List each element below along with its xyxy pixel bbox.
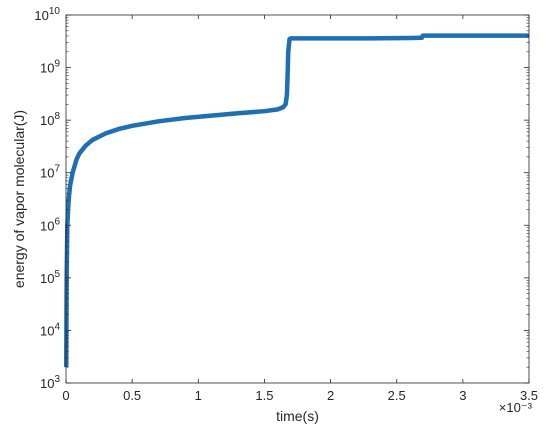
x-tick-label: 1.5 [255,388,273,403]
series-line-0 [64,33,529,368]
y-tick-label: 107 [40,164,60,181]
series-layer [64,33,529,368]
y-tick-label: 103 [40,374,60,391]
x-tick-label: 2.5 [388,388,406,403]
y-tick-label: 109 [40,59,60,76]
x-tick-label: 0.5 [123,388,141,403]
plot-area [66,15,529,383]
x-tick-label: 1 [195,388,202,403]
y-tick-label: 1010 [34,6,60,23]
y-tick-label: 104 [40,321,60,338]
y-tick-label: 105 [40,269,60,286]
x-tick-label: 0 [62,388,69,403]
y-tick-label: 108 [40,111,60,128]
x-tick-label: 3.5 [520,388,538,403]
x-tick-label: 3 [459,388,466,403]
x-axis-label: time(s) [276,408,319,424]
y-axis-label: energy of vapor molecular(J) [11,110,27,288]
y-tick-label: 106 [40,216,60,233]
axes-box [65,14,530,384]
tick-layer: 0 0.5 1 1.5 2 2.5 3 3.5 103 104 105 106 107 108 109 101… [34,6,538,403]
x-tick-label: 2 [327,388,334,403]
x-multiplier-label: ×10⁻³ [499,400,533,415]
